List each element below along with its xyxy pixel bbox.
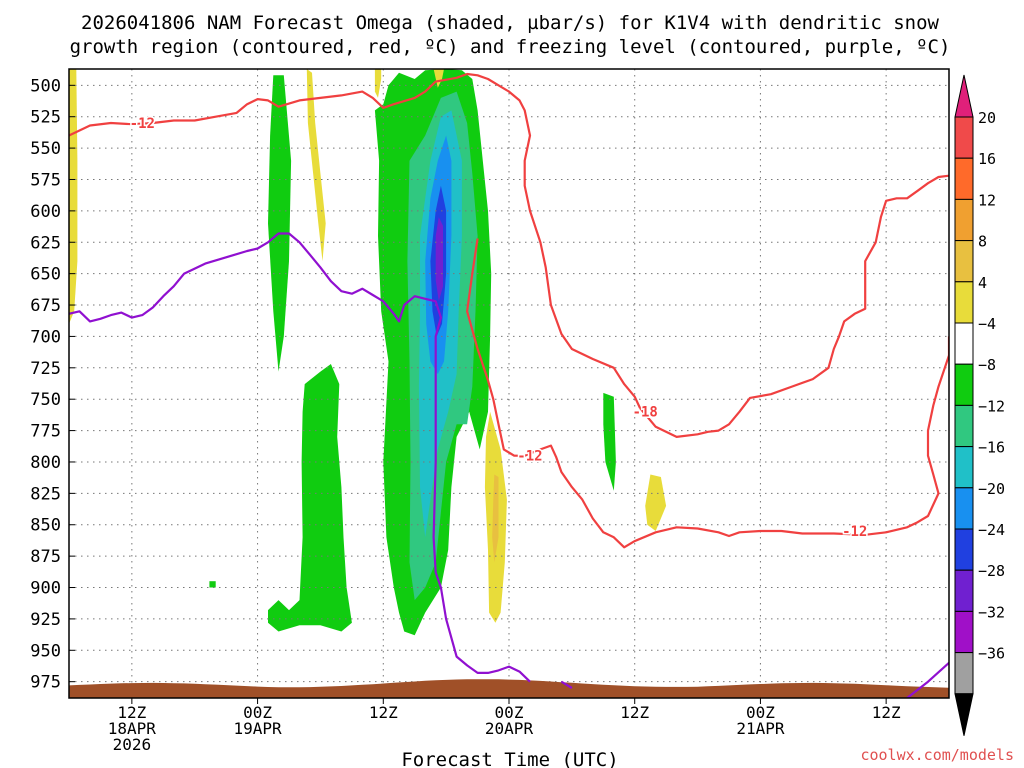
freezing-contour-0	[69, 232, 531, 683]
x-tick-label: 21APR	[736, 719, 785, 738]
colorbar-swatch	[954, 528, 974, 571]
y-tick-label: 650	[30, 265, 61, 285]
credit-text: coolwx.com/models	[860, 746, 1014, 764]
y-tick-label: 675	[30, 296, 61, 316]
colorbar-swatch	[954, 363, 974, 406]
contour-label-3: -12	[842, 524, 867, 540]
y-tick-label: 550	[30, 139, 61, 159]
contour-label-layer: -12 -18 -12 -12	[128, 114, 869, 541]
colorbar-swatch	[954, 322, 974, 365]
x-tick-label: 00Z	[243, 703, 272, 722]
dgz-contour-0	[69, 72, 641, 409]
y-tick-label: 975	[30, 673, 61, 693]
colorbar-swatch	[954, 240, 974, 283]
omega-shade-region-13	[433, 69, 444, 88]
x-tick-label: 2026	[113, 735, 152, 754]
colorbar-label: 16	[978, 150, 996, 168]
pressure-axis: 500 525 550 575 600 625 650 675 700 725 750 775 800 8…	[30, 76, 75, 693]
x-tick-label: 12Z	[872, 703, 901, 722]
colorbar-label: −28	[978, 562, 1005, 580]
y-tick-label: 750	[30, 390, 61, 410]
omega-shade-region-12	[374, 69, 382, 98]
y-tick-label: 500	[30, 76, 61, 96]
contour-label-1: -18	[633, 405, 658, 421]
x-tick-label: 19APR	[233, 719, 282, 738]
colorbar-label: −24	[978, 521, 1005, 539]
y-tick-label: 900	[30, 579, 61, 599]
colorbar-label: −8	[978, 356, 996, 374]
omega-shade-region-0	[268, 75, 292, 372]
x-tick-label: 20APR	[485, 719, 534, 738]
contour-label-0: -12	[130, 116, 155, 132]
colorbar-label: −32	[978, 603, 1005, 621]
omega-shading-layer	[69, 69, 667, 636]
freezing-contour-1	[560, 680, 573, 689]
chart-title-line-2: growth region (contoured, red, ºC) and f…	[70, 36, 951, 58]
colorbar-label: −4	[978, 315, 996, 333]
omega-shade-region-16	[645, 474, 667, 531]
y-tick-label: 925	[30, 610, 61, 630]
y-tick-label: 625	[30, 233, 61, 253]
omega-shade-region-1	[268, 364, 352, 632]
colorbar-swatch	[954, 198, 974, 242]
x-tick-label: 00Z	[746, 703, 775, 722]
colorbar-label: −16	[978, 439, 1005, 457]
contour-label-2: -12	[517, 449, 542, 465]
plot-area: -12 -18 -12 -12	[68, 68, 950, 699]
y-tick-label: 525	[30, 108, 61, 128]
colorbar-label: 12	[978, 191, 996, 209]
x-axis-label: Forecast Time (UTC)	[401, 749, 618, 768]
y-tick-label: 850	[30, 516, 61, 536]
omega-shade-region-15	[492, 474, 499, 563]
grid-lines	[69, 69, 949, 698]
dgz-contour-2	[639, 174, 949, 438]
x-tick-label: 12Z	[620, 703, 649, 722]
colorbar-swatch	[954, 652, 974, 695]
y-tick-label: 600	[30, 202, 61, 222]
omega-shade-region-11	[306, 69, 326, 262]
y-tick-label: 950	[30, 641, 61, 661]
omega-shade-region-4	[603, 392, 616, 491]
omega-shade-region-2	[209, 581, 216, 588]
x-tick-label: 12Z	[369, 703, 398, 722]
y-tick-label: 825	[30, 484, 61, 504]
colorbar-bottom-arrow	[954, 693, 974, 736]
contour-layer	[69, 72, 949, 698]
colorbar-swatch	[954, 487, 974, 530]
chart-title: 2026041806 NAM Forecast Omega (shaded, µ…	[70, 12, 951, 58]
colorbar-label: −12	[978, 397, 1005, 415]
y-tick-label: 700	[30, 327, 61, 347]
chart-title-line-1: 2026041806 NAM Forecast Omega (shaded, µ…	[81, 12, 939, 34]
colorbar-label: 8	[978, 233, 987, 251]
colorbar-swatch	[954, 610, 974, 654]
colorbar-label: 20	[978, 109, 996, 127]
colorbar-top-arrow	[954, 74, 974, 118]
colorbar-swatch	[954, 281, 974, 324]
terrain-fill	[69, 679, 949, 698]
y-tick-label: 725	[30, 359, 61, 379]
omega-shade-region-9	[435, 217, 443, 302]
colorbar-swatch	[954, 446, 974, 489]
colorbar-swatch	[954, 157, 974, 200]
colorbar-swatch	[954, 404, 974, 448]
colorbar-swatch	[954, 569, 974, 612]
terrain-layer	[69, 679, 949, 698]
y-tick-label: 800	[30, 453, 61, 473]
x-tick-label: 18APR	[108, 719, 157, 738]
colorbar: 20 16 12 8 4 −4 −8 −12 −16 −20 −24 −28 −32 −36	[954, 74, 1005, 736]
x-tick-label: 12Z	[117, 703, 146, 722]
y-tick-label: 775	[30, 422, 61, 442]
colorbar-label: −20	[978, 480, 1005, 498]
y-tick-label: 575	[30, 170, 61, 190]
colorbar-swatch	[954, 116, 974, 159]
colorbar-label: −36	[978, 645, 1005, 663]
dgz-contour-1	[466, 238, 949, 549]
omega-shade-region-10	[69, 69, 78, 324]
x-tick-label: 00Z	[495, 703, 524, 722]
freezing-contour-2	[906, 661, 949, 698]
y-tick-label: 875	[30, 547, 61, 567]
colorbar-label: 4	[978, 274, 987, 292]
